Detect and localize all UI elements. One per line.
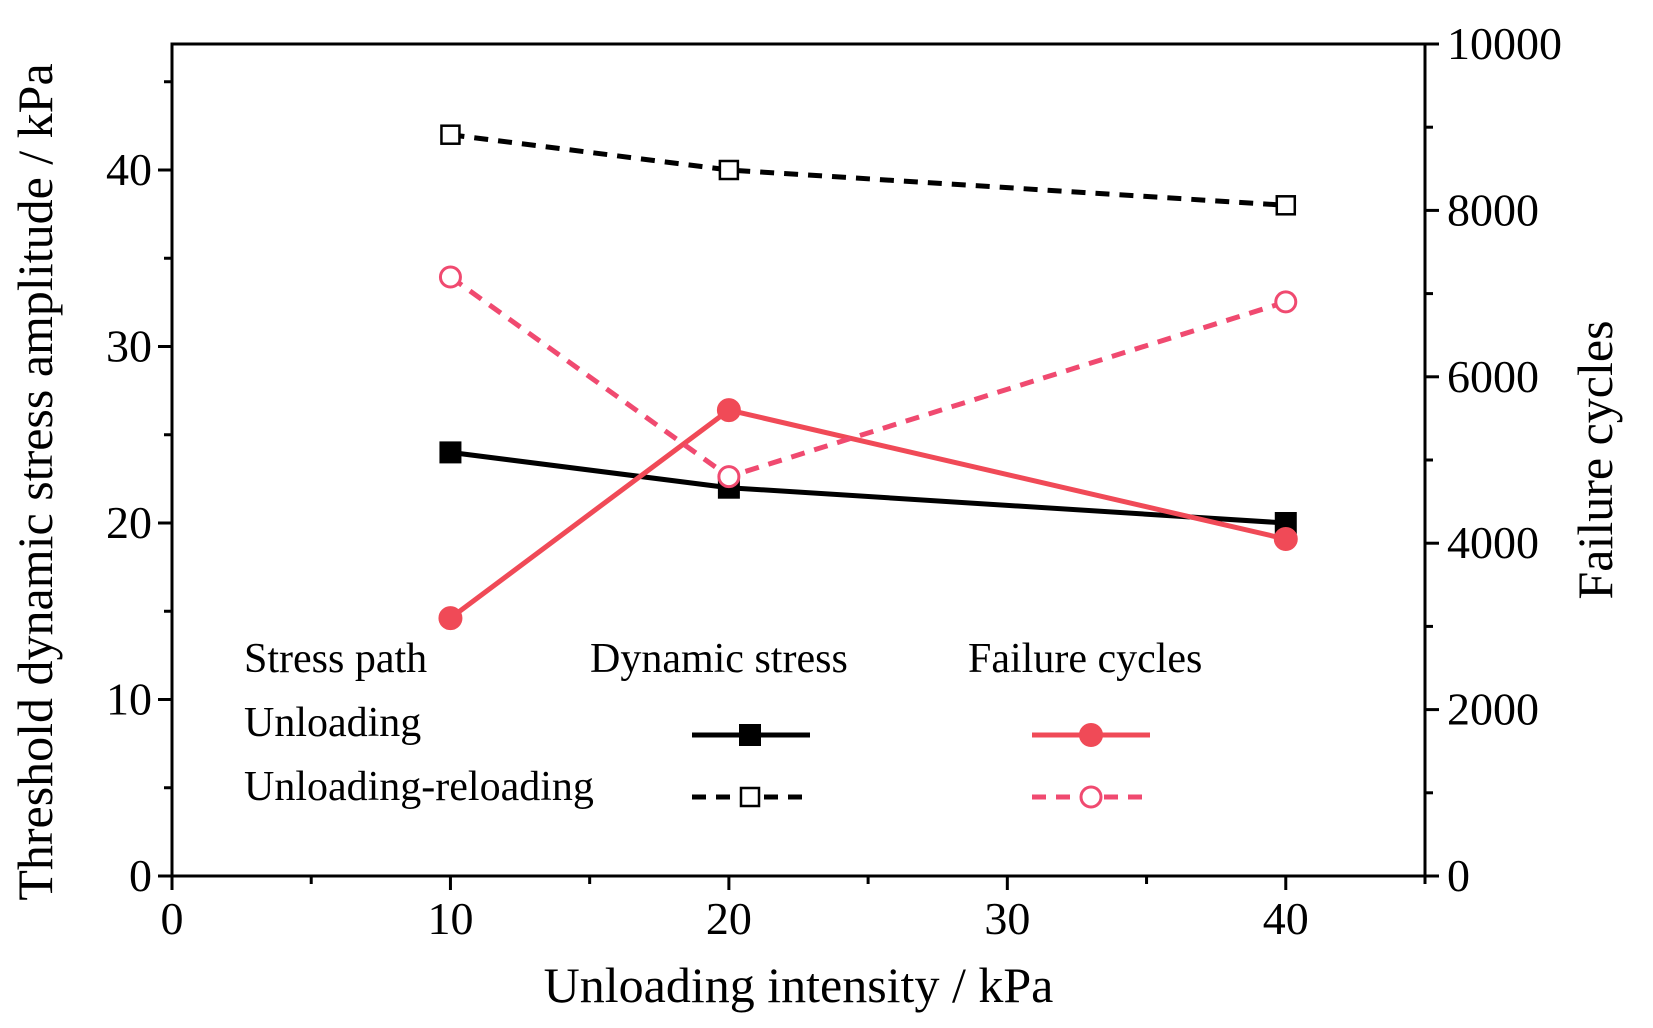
legend-header-stress-path: Stress path xyxy=(244,636,427,682)
x-tick-label: 0 xyxy=(161,893,184,944)
plot-frame xyxy=(170,42,1427,878)
series-line-3 xyxy=(448,274,1287,480)
data-point-1-2 xyxy=(1275,195,1297,216)
legend: Stress path Dynamic stress Failure cycle… xyxy=(244,636,1202,810)
data-point-1-1 xyxy=(718,159,740,181)
data-point-2-1 xyxy=(716,398,741,423)
y-left-tick-label: 30 xyxy=(106,321,152,372)
y-right-axis-title: Failure cycles xyxy=(1567,320,1623,599)
legend-row-unloading: Unloading xyxy=(244,700,421,746)
y-left-tick-label: 40 xyxy=(106,144,152,195)
legend-header-failure-cycles: Failure cycles xyxy=(968,636,1202,682)
y-right-tick-label: 10000 xyxy=(1447,18,1562,69)
legend-swatch-marker-2 xyxy=(1079,723,1103,747)
x-tick-label: 20 xyxy=(706,893,752,944)
y-left-tick-label: 10 xyxy=(106,674,152,725)
x-axis-title: Unloading intensity / kPa xyxy=(544,957,1054,1013)
y-left-tick-label: 0 xyxy=(129,850,152,901)
legend-header-dynamic-stress: Dynamic stress xyxy=(590,636,848,682)
x-tick-label: 10 xyxy=(427,893,473,944)
data-point-2-0 xyxy=(438,606,463,631)
data-point-3-2 xyxy=(1274,290,1298,314)
y-left-axis-title: Threshold dynamic stress amplitude / kPa xyxy=(7,63,63,900)
y-left-tick-label: 20 xyxy=(106,497,152,548)
series-line-1 xyxy=(450,132,1286,208)
y-right-tick-label: 2000 xyxy=(1447,684,1539,735)
y-right-tick-label: 6000 xyxy=(1447,351,1539,402)
legend-row-unloading-reloading: Unloading-reloading xyxy=(244,764,594,810)
y-right-tick-label: 8000 xyxy=(1447,184,1539,235)
data-point-3-0 xyxy=(438,265,462,289)
y-right-tick-label: 4000 xyxy=(1447,517,1539,568)
x-tick-label: 40 xyxy=(1263,893,1309,944)
data-point-0-0 xyxy=(439,441,462,464)
legend-swatch-marker-0 xyxy=(739,724,761,746)
data-point-3-1 xyxy=(717,465,741,489)
legend-swatch-marker-3 xyxy=(1079,785,1103,809)
data-point-1-0 xyxy=(440,124,461,145)
y-right-tick-label: 0 xyxy=(1447,850,1470,901)
data-point-2-2 xyxy=(1273,527,1298,552)
x-tick-label: 30 xyxy=(984,893,1030,944)
legend-swatch-marker-1 xyxy=(739,786,761,808)
